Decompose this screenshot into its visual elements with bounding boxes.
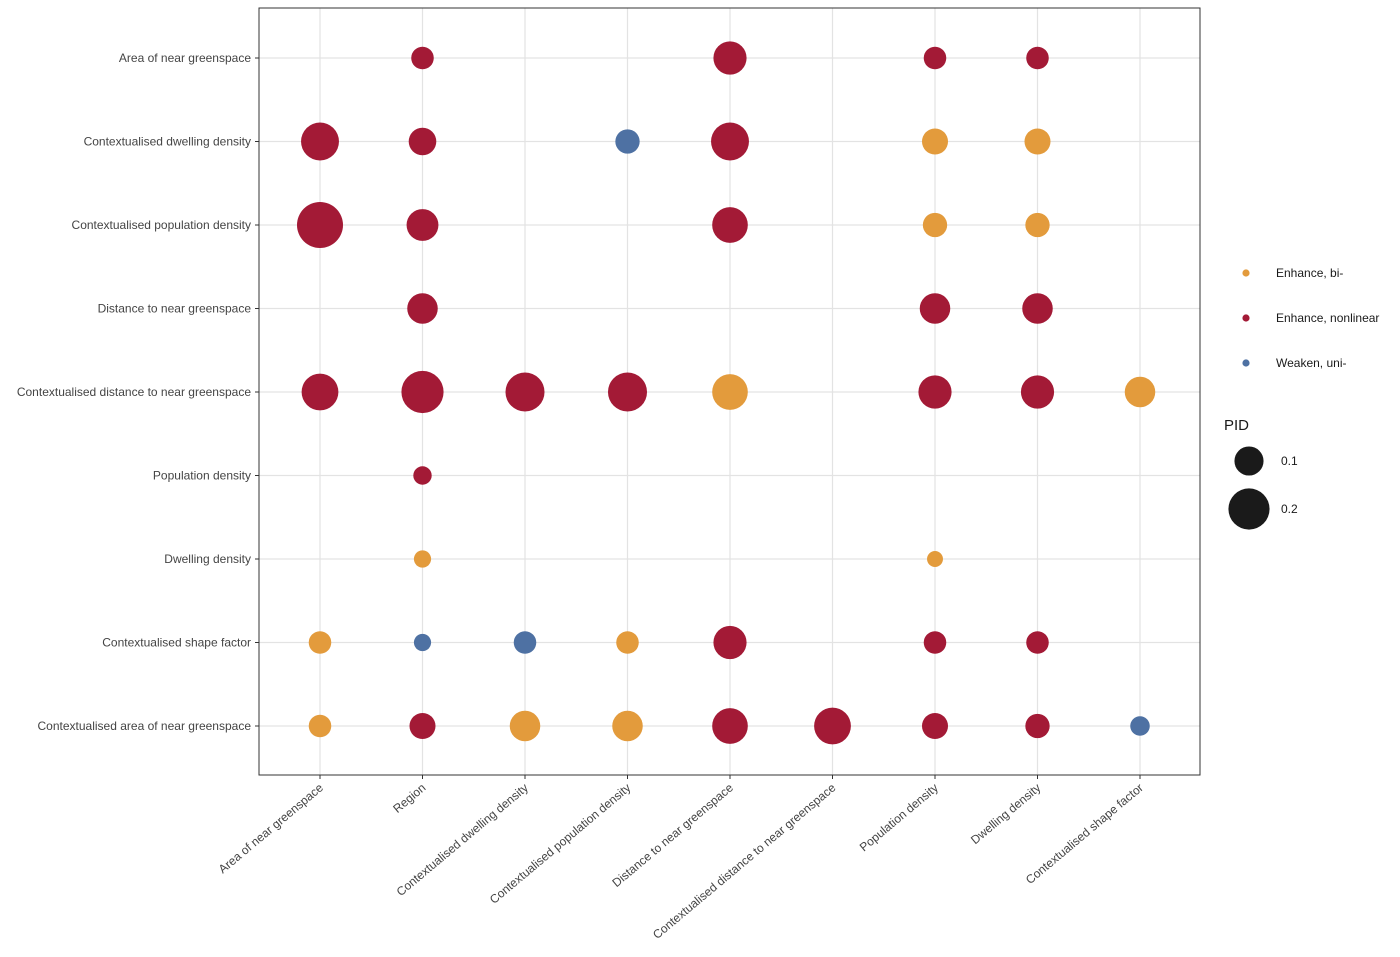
- data-point-dwelling-density--area-of-near-greenspace: [1026, 46, 1049, 70]
- y-tick-label-contextualised-population-density: Contextualised population density: [72, 218, 251, 232]
- legend-size-title: PID: [1224, 417, 1249, 434]
- data-point-distance-to-near-greenspace--contextualised-distance-to-near-greenspace: [712, 374, 748, 410]
- data-point-contextualised-dwelling-density--contextualised-shape-factor: [513, 631, 537, 654]
- data-point-population-density--distance-to-near-greenspace: [919, 293, 951, 324]
- data-point-contextualised-population-density--contextualised-dwelling-density: [615, 129, 640, 154]
- data-point-distance-to-near-greenspace--contextualised-shape-factor: [713, 625, 747, 660]
- legend-size-key-0-1: [1234, 446, 1264, 476]
- legend-label-weaken-uni: Weaken, uni-: [1276, 356, 1346, 370]
- data-point-region--contextualised-population-density: [406, 209, 439, 241]
- legend-label-enhance-bi: Enhance, bi-: [1276, 266, 1343, 280]
- legend-label-enhance-nonlinear: Enhance, nonlinear: [1276, 311, 1379, 325]
- data-point-population-density--contextualised-dwelling-density: [921, 128, 949, 155]
- y-axis: Area of near greenspace Contextualised dw…: [17, 51, 259, 733]
- data-point-area-of-near-greenspace--contextualised-area-of-near-greenspace: [308, 714, 332, 738]
- data-point-region--contextualised-area-of-near-greenspace: [409, 712, 436, 740]
- data-point-dwelling-density--contextualised-dwelling-density: [1024, 128, 1051, 155]
- data-point-distance-to-near-greenspace--contextualised-dwelling-density: [711, 122, 749, 161]
- data-point-region--area-of-near-greenspace: [411, 46, 434, 70]
- data-point-distance-to-near-greenspace--contextualised-area-of-near-greenspace: [712, 708, 748, 744]
- data-point-population-density--area-of-near-greenspace: [923, 46, 947, 70]
- data-point-region--dwelling-density: [413, 550, 432, 568]
- data-point-contextualised-dwelling-density--contextualised-area-of-near-greenspace: [509, 710, 541, 742]
- y-tick-label-contextualised-distance-to-near-greenspace: Contextualised distance to near greenspa…: [17, 385, 251, 399]
- y-tick-label-contextualised-shape-factor: Contextualised shape factor: [102, 636, 251, 650]
- data-point-region--distance-to-near-greenspace: [407, 293, 438, 324]
- y-tick-label-contextualised-area-of-near-greenspace: Contextualised area of near greenspace: [38, 719, 252, 733]
- data-point-dwelling-density--distance-to-near-greenspace: [1022, 293, 1053, 324]
- legend-key-weaken-uni: [1242, 359, 1250, 367]
- data-point-dwelling-density--contextualised-shape-factor: [1026, 631, 1049, 654]
- data-point-region--contextualised-distance-to-near-greenspace: [401, 370, 444, 414]
- legend-size-label-0-1: 0.1: [1281, 454, 1298, 468]
- data-point-area-of-near-greenspace--contextualised-shape-factor: [308, 631, 332, 654]
- data-point-contextualised-population-density--contextualised-area-of-near-greenspace: [612, 710, 643, 742]
- data-point-population-density--dwelling-density: [927, 551, 943, 567]
- data-point-population-density--contextualised-distance-to-near-greenspace: [918, 375, 952, 409]
- data-point-dwelling-density--contextualised-area-of-near-greenspace: [1025, 713, 1050, 739]
- data-point-contextualised-dwelling-density--contextualised-distance-to-near-greenspace: [505, 372, 545, 412]
- legend-key-enhance-nonlinear: [1242, 314, 1250, 322]
- data-point-area-of-near-greenspace--contextualised-distance-to-near-greenspace: [301, 373, 339, 411]
- legend-key-enhance-bi: [1242, 269, 1250, 277]
- legend-size-label-0-2: 0.2: [1281, 502, 1298, 516]
- data-point-region--contextualised-shape-factor: [413, 633, 432, 652]
- data-points: [297, 41, 1156, 745]
- y-tick-label-population-density: Population density: [153, 469, 251, 483]
- y-tick-label-distance-to-near-greenspace: Distance to near greenspace: [98, 302, 252, 316]
- data-point-contextualised-population-density--contextualised-distance-to-near-greenspace: [607, 372, 648, 412]
- y-tick-label-area-of-near-greenspace: Area of near greenspace: [119, 51, 251, 65]
- data-point-region--contextualised-dwelling-density: [408, 127, 437, 156]
- data-point-dwelling-density--contextualised-population-density: [1025, 212, 1050, 238]
- data-point-dwelling-density--contextualised-distance-to-near-greenspace: [1020, 375, 1055, 409]
- data-point-population-density--contextualised-area-of-near-greenspace: [921, 712, 949, 740]
- data-point-population-density--contextualised-shape-factor: [923, 631, 947, 654]
- data-point-distance-to-near-greenspace--contextualised-population-density: [712, 207, 748, 243]
- data-point-contextualised-shape-factor--contextualised-area-of-near-greenspace: [1130, 716, 1150, 736]
- data-point-population-density--contextualised-population-density: [922, 212, 948, 238]
- data-point-contextualised-shape-factor--contextualised-distance-to-near-greenspace: [1124, 376, 1156, 408]
- data-point-contextualised-population-density--contextualised-shape-factor: [616, 631, 639, 654]
- data-point-region--population-density: [413, 466, 432, 485]
- legend-size-key-0-2: [1228, 488, 1270, 530]
- data-point-distance-to-near-greenspace--area-of-near-greenspace: [713, 41, 747, 75]
- data-point-contextualised-distance-to-near-greenspace--contextualised-area-of-near-greenspace: [814, 707, 851, 745]
- legend: Enhance, bi- Enhance, nonlinear Weaken, un…: [1224, 266, 1379, 530]
- data-point-area-of-near-greenspace--contextualised-dwelling-density: [301, 122, 339, 161]
- y-tick-label-dwelling-density: Dwelling density: [164, 552, 251, 566]
- data-point-area-of-near-greenspace--contextualised-population-density: [297, 202, 343, 248]
- y-tick-label-contextualised-dwelling-density: Contextualised dwelling density: [84, 135, 251, 149]
